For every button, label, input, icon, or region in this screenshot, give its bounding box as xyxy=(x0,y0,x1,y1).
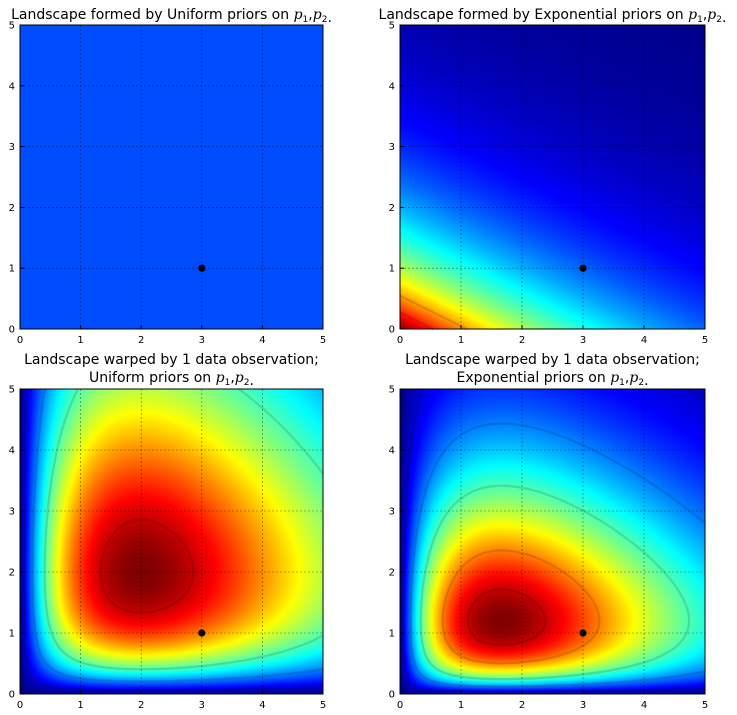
y-tick-label: 5 xyxy=(389,21,395,32)
contour-line-2 xyxy=(31,388,324,683)
y-tick-label: 3 xyxy=(9,142,15,153)
x-tick-label: 4 xyxy=(259,335,265,346)
y-tick-label: 1 xyxy=(389,629,395,640)
y-tick-label: 5 xyxy=(389,385,395,396)
x-tick-label: 4 xyxy=(259,700,265,711)
y-tick-label: 0 xyxy=(9,690,15,701)
y-tick-label: 4 xyxy=(9,446,15,457)
chart-title: Landscape warped by 1 data observation; xyxy=(24,352,319,368)
contour-line-5 xyxy=(466,588,547,647)
chart-title: Exponential priors on p1,p2p1,p2. xyxy=(456,370,648,389)
x-tick-label: 3 xyxy=(580,700,586,711)
x-tick-label: 5 xyxy=(702,335,708,346)
heatmap-surface xyxy=(20,389,323,694)
heatmap-surface xyxy=(20,25,323,329)
y-tick-label: 0 xyxy=(389,690,395,701)
contour-line-4 xyxy=(441,549,601,665)
subplot-3: 0 1 2 3 4 5 0 1 2 3 4 5 Landscape warped by 1 data o… xyxy=(9,352,327,711)
x-tick-label: 2 xyxy=(138,335,144,346)
y-tick-label: 1 xyxy=(9,264,15,275)
contour-line-3 xyxy=(419,484,691,681)
data-point xyxy=(579,264,587,272)
x-tick-label: 4 xyxy=(641,700,647,711)
x-tick-label: 1 xyxy=(458,700,464,711)
y-tick-label: 3 xyxy=(389,507,395,518)
axes-frame xyxy=(19,24,324,330)
y-tick-label: 3 xyxy=(389,142,395,153)
y-tick-label: 0 xyxy=(9,325,15,336)
x-tick-label: 1 xyxy=(77,700,83,711)
contour-line-3 xyxy=(43,388,324,671)
y-tick-label: 4 xyxy=(389,81,395,92)
y-tick-label: 2 xyxy=(389,203,395,214)
axes-frame xyxy=(399,388,706,695)
x-tick-label: 0 xyxy=(397,700,403,711)
heatmap-surface xyxy=(400,389,705,694)
x-tick-label: 0 xyxy=(17,335,23,346)
data-point xyxy=(198,264,206,272)
y-tick-label: 5 xyxy=(9,21,15,32)
y-tick-label: 4 xyxy=(9,81,15,92)
x-tick-label: 5 xyxy=(320,335,326,346)
contour-line-2 xyxy=(399,311,434,330)
x-tick-label: 2 xyxy=(138,700,144,711)
chart-title: Landscape formed by Uniform priors on p1… xyxy=(11,7,332,26)
contour-line-1 xyxy=(402,388,706,693)
y-tick-label: 5 xyxy=(9,385,15,396)
x-tick-label: 2 xyxy=(519,700,525,711)
y-tick-label: 2 xyxy=(389,568,395,579)
x-tick-label: 0 xyxy=(17,700,23,711)
data-point xyxy=(198,629,206,637)
x-tick-label: 1 xyxy=(458,335,464,346)
y-tick-label: 4 xyxy=(389,446,395,457)
x-tick-label: 3 xyxy=(580,335,586,346)
chart-title: Landscape formed by Exponential priors o… xyxy=(379,7,727,26)
y-tick-label: 1 xyxy=(389,264,395,275)
axes-frame xyxy=(19,388,324,695)
axes-frame xyxy=(399,24,706,330)
chart-title: Uniform priors on p1,p2p1,p2. xyxy=(89,370,254,389)
x-tick-label: 3 xyxy=(199,335,205,346)
y-tick-label: 3 xyxy=(9,507,15,518)
contour-line-1 xyxy=(22,388,324,692)
x-tick-label: 4 xyxy=(641,335,647,346)
y-tick-label: 1 xyxy=(9,629,15,640)
x-tick-label: 1 xyxy=(77,335,83,346)
contour-line-4 xyxy=(99,518,195,614)
y-tick-label: 0 xyxy=(389,325,395,336)
heatmap-surface xyxy=(400,25,705,329)
subplot-4: 0 1 2 3 4 5 0 1 2 3 4 5 Landscape warped by 1 data o… xyxy=(389,352,709,711)
x-tick-label: 5 xyxy=(702,700,708,711)
data-point xyxy=(579,629,587,637)
x-tick-label: 2 xyxy=(519,335,525,346)
x-tick-label: 5 xyxy=(320,700,326,711)
y-tick-label: 2 xyxy=(9,568,15,579)
y-tick-label: 2 xyxy=(9,203,15,214)
x-tick-label: 3 xyxy=(199,700,205,711)
chart-title: Landscape warped by 1 data observation; xyxy=(405,352,700,368)
x-tick-label: 0 xyxy=(397,335,403,346)
